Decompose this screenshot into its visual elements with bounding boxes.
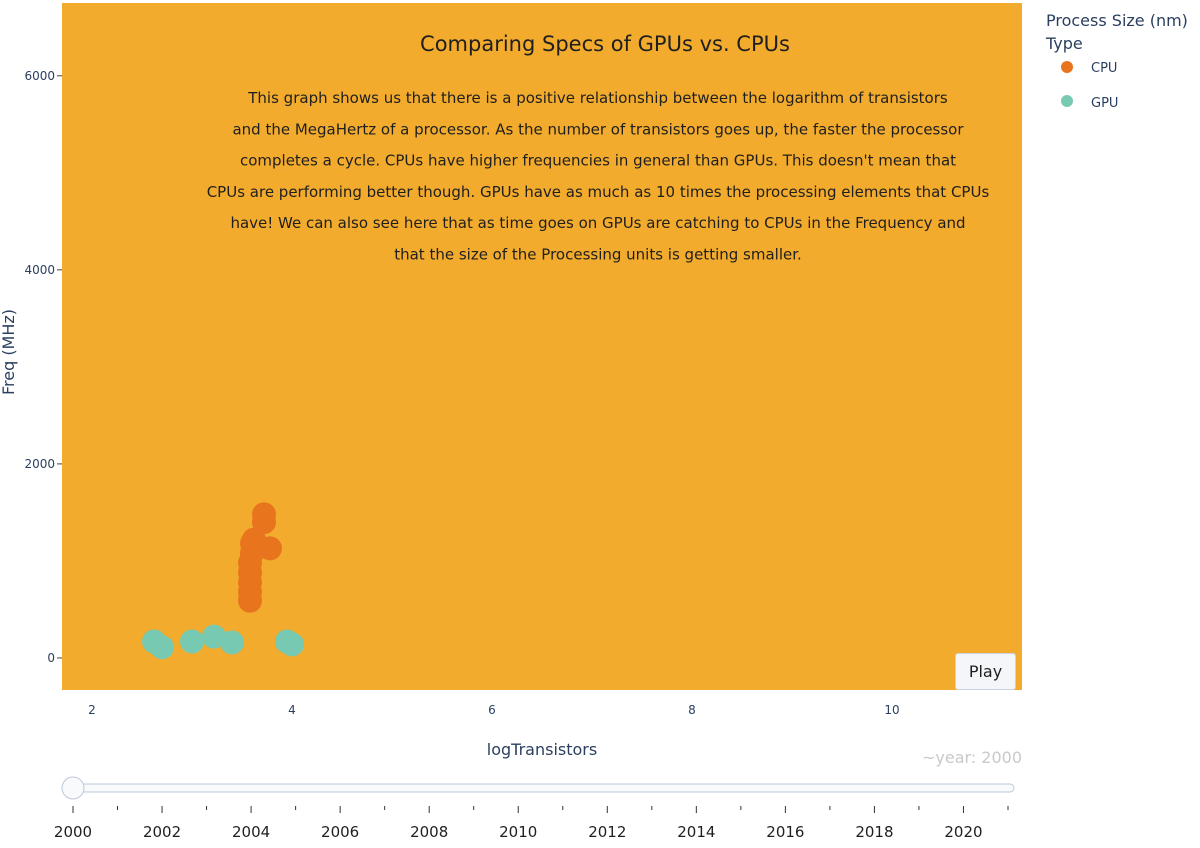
data-point-cpu[interactable] (258, 536, 282, 561)
annotation-line: have! We can also see here that as time … (230, 214, 965, 232)
data-point-gpu[interactable] (150, 635, 174, 660)
chart-title: Comparing Specs of GPUs vs. CPUs (420, 32, 790, 56)
annotation-line: and the MegaHertz of a processor. As the… (232, 120, 964, 138)
slider-year-label[interactable]: 2012 (588, 823, 626, 841)
slider-year-label[interactable]: 2018 (855, 823, 893, 841)
slider-year-label[interactable]: 2002 (143, 823, 181, 841)
data-point-gpu[interactable] (202, 624, 226, 649)
play-button[interactable]: Play (955, 653, 1016, 690)
slider-year-label[interactable]: 2008 (410, 823, 448, 841)
data-point-gpu[interactable] (180, 629, 204, 654)
slider-year-label[interactable]: 2016 (766, 823, 804, 841)
y-axis-title: Freq (MHz) (0, 309, 18, 395)
legend-title-line1: Process Size (nm) (1046, 11, 1188, 30)
slider-current-value: ~year: 2000 (922, 748, 1022, 767)
y-tick-label: 0 (47, 651, 55, 665)
slider-ticks: 2000 2002 2004 2006 2008 2010 2012 2014 2016 2018… (54, 806, 1009, 841)
slider-year-label[interactable]: 2000 (54, 823, 92, 841)
annotation-line: CPUs are performing better though. GPUs … (207, 183, 990, 201)
slider-handle[interactable] (61, 776, 85, 800)
slider-rail[interactable] (65, 783, 1015, 793)
annotation-text: This graph shows us that there is a posi… (207, 89, 990, 264)
legend: Process Size (nm) Type CPU GPU (1045, 11, 1188, 111)
y-tick-label: 6000 (24, 69, 55, 83)
data-point-cpu[interactable] (252, 502, 276, 527)
legend-marker-cpu (1061, 61, 1073, 73)
data-points (142, 502, 304, 660)
y-tick-label: 4000 (24, 263, 55, 277)
y-axis: 0 2000 4000 6000 (24, 69, 62, 665)
x-axis-title: logTransistors (487, 740, 597, 759)
plot-area (62, 3, 1022, 690)
x-tick-label: 4 (288, 703, 296, 717)
legend-item-gpu[interactable]: GPU (1061, 95, 1118, 111)
slider-year-label[interactable]: 2004 (232, 823, 270, 841)
x-tick-label: 8 (688, 703, 696, 717)
legend-label-gpu: GPU (1091, 96, 1118, 111)
data-point-gpu[interactable] (280, 632, 304, 657)
slider-year-label[interactable]: 2010 (499, 823, 537, 841)
annotation-line: This graph shows us that there is a posi… (247, 89, 948, 107)
legend-item-cpu[interactable]: CPU (1061, 61, 1117, 76)
slider-year-label[interactable]: 2014 (677, 823, 715, 841)
slider-year-label[interactable]: 2006 (321, 823, 359, 841)
x-tick-label: 10 (884, 703, 899, 717)
x-tick-label: 6 (488, 703, 496, 717)
legend-title-line2: Type (1045, 34, 1083, 53)
x-tick-label: 2 (88, 703, 96, 717)
legend-label-cpu: CPU (1091, 61, 1117, 76)
y-tick-label: 2000 (24, 457, 55, 471)
x-axis: 2 4 6 8 10 (88, 703, 899, 717)
annotation-line: that the size of the Processing units is… (394, 246, 802, 264)
legend-marker-gpu (1061, 95, 1073, 107)
annotation-line: completes a cycle. CPUs have higher freq… (240, 152, 956, 170)
data-point-gpu[interactable] (220, 630, 244, 655)
slider-year-label[interactable]: 2020 (944, 823, 982, 841)
